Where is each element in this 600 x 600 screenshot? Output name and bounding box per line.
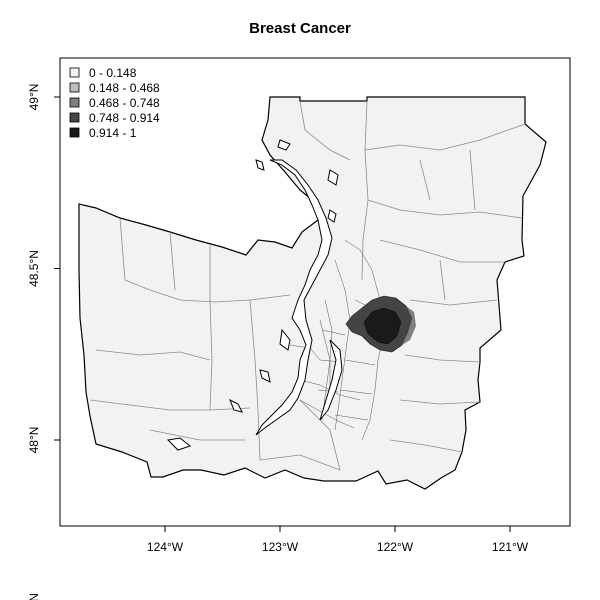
- map-region: [78, 96, 547, 490]
- legend-label: 0.148 - 0.468: [89, 81, 160, 95]
- x-tick-label: 124°W: [147, 540, 184, 554]
- legend-swatch: [69, 82, 80, 93]
- legend-swatch: [69, 127, 80, 138]
- axes: 124°W 123°W 122°W 121°W 49°N 48.5°N 48°N 47.5°N…: [27, 84, 529, 600]
- x-tick-label: 123°W: [262, 540, 299, 554]
- x-tick-label: 122°W: [377, 540, 414, 554]
- legend-swatch: [69, 97, 80, 108]
- land-mass: [78, 96, 547, 490]
- plot-frame: [59, 57, 571, 527]
- cluster-edge: [402, 306, 416, 345]
- map-title: Breast Cancer: [249, 20, 351, 37]
- y-tick-label: 49°N: [27, 84, 41, 111]
- x-tick-label: 121°W: [492, 540, 529, 554]
- y-tick-label: 48°N: [27, 427, 41, 454]
- legend-label: 0.468 - 0.748: [89, 96, 160, 110]
- legend-label: 0.748 - 0.914: [89, 111, 160, 125]
- y-tick-label: 48.5°N: [27, 250, 41, 287]
- y-tick-label: 47.5°N: [27, 593, 41, 600]
- cluster-core: [363, 307, 402, 345]
- legend-swatch: [69, 67, 80, 78]
- legend-label: 0 - 0.148: [89, 66, 137, 80]
- legend-label: 0.914 - 1: [89, 126, 137, 140]
- coastline: [166, 139, 343, 451]
- risk-cluster: [345, 295, 416, 353]
- legend-swatch: [69, 112, 80, 123]
